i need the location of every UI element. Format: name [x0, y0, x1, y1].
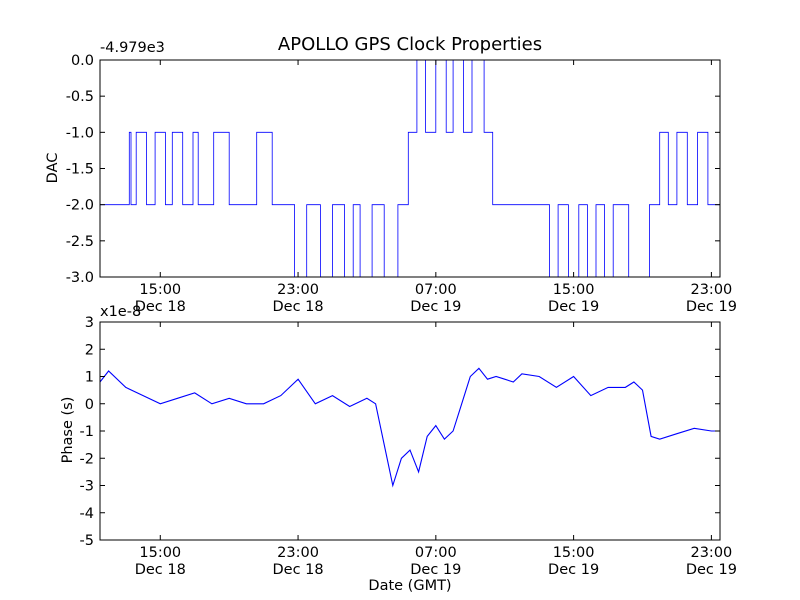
dac-x-tick-date-label: Dec 19 [548, 299, 599, 315]
phase-y-tick-label: -4 [80, 506, 94, 522]
dac-panel: -4.979e3 DAC 0.0 -0.5 -1.0 -1.5 -2.0 -2.5 -3.0… [45, 40, 737, 315]
phase-x-tick-date-label: Dec 19 [548, 562, 599, 578]
dac-offset-label: -4.979e3 [100, 40, 165, 56]
phase-panel: x1e-8 Phase (s) Date (GMT) 3 2 1 0 -1 -2 -3 -4 -… [60, 304, 737, 594]
dac-y-tick-label: -1.5 [66, 162, 94, 178]
dac-y-tick-label: 0.0 [71, 53, 94, 69]
phase-y-tick-label: -3 [80, 479, 94, 495]
phase-y-tick-label: 3 [85, 315, 94, 331]
dac-y-tick-label: -2.5 [66, 234, 94, 250]
phase-x-tick-time-label: 15:00 [139, 545, 181, 561]
phase-y-tick-label: -2 [80, 451, 94, 467]
phase-x-tick-time-label: 23:00 [277, 545, 319, 561]
dac-y-tick-label: -0.5 [66, 89, 94, 105]
phase-x-tick-time-label: 23:00 [690, 545, 732, 561]
chart-title: APOLLO GPS Clock Properties [278, 34, 542, 55]
dac-x-tick-date-label: Dec 19 [410, 299, 461, 315]
phase-y-tick-label: -1 [80, 424, 94, 440]
phase-x-tick-date-label: Dec 18 [135, 562, 186, 578]
phase-y-tick-label: -5 [80, 533, 94, 549]
phase-y-axis-label: Phase (s) [60, 397, 76, 464]
phase-x-tick-time-label: 07:00 [415, 545, 457, 561]
dac-y-axis-label: DAC [45, 153, 61, 184]
phase-y-tick-label: 0 [85, 397, 94, 413]
phase-x-axis-label: Date (GMT) [368, 578, 451, 594]
dac-x-tick-date-label: Dec 18 [272, 299, 323, 315]
phase-offset-label: x1e-8 [100, 304, 141, 320]
phase-x-tick-date-label: Dec 19 [686, 562, 737, 578]
dac-x-tick-time-label: 23:00 [690, 282, 732, 298]
phase-x-tick-time-label: 15:00 [553, 545, 595, 561]
phase-y-tick-label: 1 [85, 370, 94, 386]
dac-y-tick-label: -2.0 [66, 198, 94, 214]
dac-x-tick-time-label: 23:00 [277, 282, 319, 298]
dac-y-tick-label: -3.0 [66, 270, 94, 286]
dac-x-tick-date-label: Dec 18 [135, 299, 186, 315]
phase-x-tick-date-label: Dec 18 [272, 562, 323, 578]
phase-y-tick-label: 2 [85, 342, 94, 358]
dac-x-tick-date-label: Dec 19 [686, 299, 737, 315]
dac-x-tick-time-label: 07:00 [415, 282, 457, 298]
dac-y-tick-label: -1.0 [66, 125, 94, 141]
dac-x-tick-time-label: 15:00 [553, 282, 595, 298]
dac-x-tick-time-label: 15:00 [139, 282, 181, 298]
phase-x-tick-date-label: Dec 19 [410, 562, 461, 578]
phase-series-line [99, 367, 720, 488]
